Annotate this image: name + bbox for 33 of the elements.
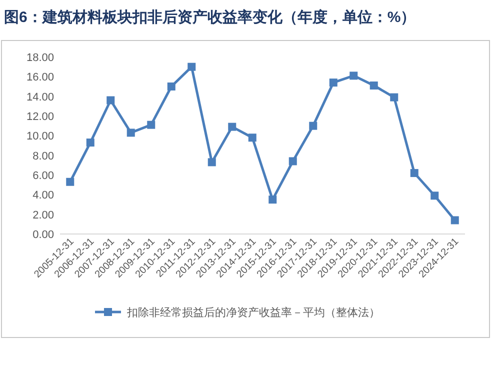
y-tick-label: 14.00 xyxy=(26,91,54,104)
y-tick-label: 0.00 xyxy=(32,229,54,241)
y-tick-label: 4.00 xyxy=(32,190,54,202)
point xyxy=(430,192,439,200)
y-tick-label: 8.00 xyxy=(32,150,54,162)
legend: 扣除非经常损益后的净资产收益率－平均（整体法） xyxy=(95,307,380,319)
legend-label: 扣除非经常损益后的净资产收益率－平均（整体法） xyxy=(126,306,380,319)
point xyxy=(66,178,74,186)
point xyxy=(329,78,338,87)
point xyxy=(390,93,398,102)
point xyxy=(450,216,459,224)
y-tick-label: 10.00 xyxy=(26,130,54,143)
point xyxy=(410,169,418,178)
point xyxy=(167,82,176,90)
point xyxy=(228,122,236,131)
y-tick-label: 2.00 xyxy=(32,209,54,222)
title: 图6：建筑材料板块扣非后资产收益率变化（年度，单位：%） xyxy=(4,9,416,26)
point xyxy=(309,122,318,130)
y-tick-label: 18.00 xyxy=(26,52,54,64)
point xyxy=(208,158,216,166)
point xyxy=(86,138,94,147)
point xyxy=(268,196,277,204)
point xyxy=(350,72,358,80)
point xyxy=(147,120,156,129)
point xyxy=(126,128,135,137)
point xyxy=(288,157,297,166)
point xyxy=(188,62,196,71)
point xyxy=(248,134,256,142)
y-tick-label: 16.00 xyxy=(26,72,54,84)
point xyxy=(370,82,378,90)
y-tick-label: 12.00 xyxy=(26,111,54,123)
y-tick-label: 6.00 xyxy=(32,170,54,182)
point xyxy=(106,96,115,104)
